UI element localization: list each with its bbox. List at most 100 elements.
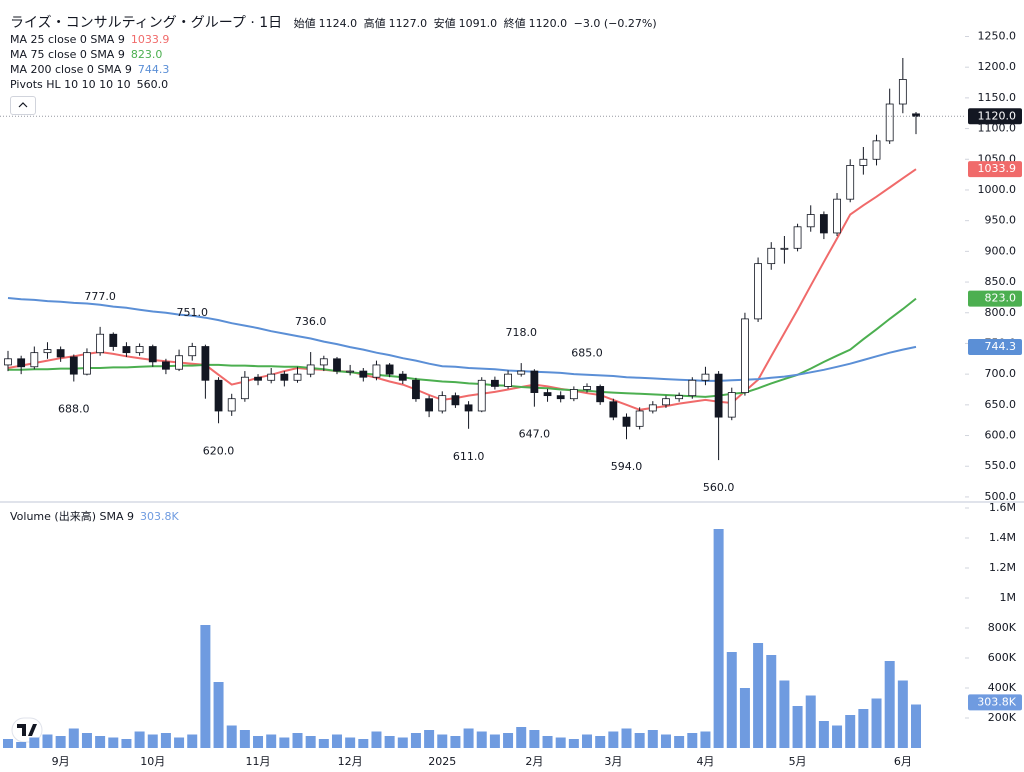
candle-body <box>504 373 512 387</box>
volume-bar <box>42 734 53 748</box>
header: ライズ・コンサルティング・グループ · 1日 始値 1124.0 高値 1127.0… <box>10 12 660 32</box>
y-tick-label: 1150.0 <box>978 91 1017 104</box>
volume-bar <box>29 737 40 748</box>
volume-bar <box>476 731 487 748</box>
legend-value: 560.0 <box>136 78 169 91</box>
volume-sma-badge <box>968 694 1022 711</box>
candle-body <box>727 392 736 418</box>
candle-body <box>398 373 407 381</box>
x-tick-label: 3月 <box>604 755 622 768</box>
candle-body <box>385 364 394 375</box>
legend-name: Volume (出来高) SMA 9 <box>10 510 134 523</box>
candle-body <box>806 214 815 228</box>
volume-tick-label: 1.2M <box>989 561 1016 574</box>
volume-bar <box>266 734 277 748</box>
pivot-high-label: 718.0 <box>505 326 537 339</box>
volume-bar <box>766 655 777 748</box>
volume-tick-label: 400K <box>988 681 1017 694</box>
candle-body <box>754 263 762 320</box>
pivot-high-label: 736.0 <box>295 315 327 328</box>
x-tick-label: 4月 <box>696 755 714 768</box>
volume-tick-label: 800K <box>988 621 1017 634</box>
high-label: 1127.0 <box>388 17 428 30</box>
x-tick-label: 11月 <box>246 755 271 768</box>
volume-bar <box>226 725 237 748</box>
volume-bar <box>121 739 132 748</box>
pivot-low-label: 688.0 <box>58 403 90 416</box>
candle-body <box>741 318 749 393</box>
candle-body <box>451 395 460 406</box>
volume-bar <box>16 742 27 748</box>
candle-body <box>372 364 381 378</box>
volume-tick-label: 200K <box>988 711 1017 724</box>
candle-body <box>175 355 183 370</box>
candle-body <box>635 410 644 427</box>
candle-body <box>596 386 605 403</box>
volume-bar <box>660 734 671 748</box>
candle-body <box>83 352 91 375</box>
candle-body <box>227 398 236 412</box>
volume-bar <box>174 737 185 748</box>
volume-bar <box>621 728 632 748</box>
volume-bar <box>463 728 474 748</box>
volume-bar <box>371 731 382 748</box>
volume-bar <box>81 733 92 748</box>
volume-bar <box>147 734 158 748</box>
candle-body <box>819 214 828 234</box>
pivot-high-label: 751.0 <box>176 306 208 319</box>
volume-bar <box>68 728 79 748</box>
y-tick-label: 950.0 <box>985 214 1017 227</box>
volume-bar <box>805 695 816 748</box>
ma-badge-label: 744.3 <box>985 340 1017 353</box>
volume-bar <box>555 737 566 748</box>
candle-body <box>490 379 499 387</box>
candle-body <box>517 370 526 375</box>
legend-name: MA 75 close 0 SMA 9 <box>10 48 125 61</box>
ma-line <box>8 297 917 398</box>
x-tick-label: 9月 <box>52 755 70 768</box>
candle-body <box>425 398 434 412</box>
pivot-low-label: 647.0 <box>519 428 551 441</box>
candle-body <box>898 79 907 105</box>
candle-body <box>359 370 368 378</box>
volume-bar <box>753 643 764 748</box>
candle-body <box>701 373 710 381</box>
volume-bar <box>779 680 790 748</box>
candle-body <box>464 404 473 412</box>
candle-body <box>43 349 52 354</box>
x-tick-label: 2025 <box>428 755 456 768</box>
volume-bar <box>292 733 303 748</box>
volume-bar <box>542 736 553 748</box>
candle-body <box>438 395 447 412</box>
volume-sma-badge-label: 303.8K <box>977 695 1016 708</box>
y-tick-label: 1000.0 <box>978 183 1017 196</box>
y-tick-label: 550.0 <box>985 459 1017 472</box>
volume-bar <box>239 730 250 748</box>
volume-bar <box>884 661 895 748</box>
volume-bar <box>792 706 803 748</box>
candle-body <box>569 389 578 400</box>
volume-bar <box>503 733 514 748</box>
x-tick-label: 12月 <box>338 755 363 768</box>
candle-body <box>530 370 539 393</box>
ma-badge <box>968 338 1022 355</box>
candle-body <box>122 346 131 354</box>
candle-body <box>214 379 223 412</box>
candle-body <box>293 373 302 381</box>
candle-body <box>319 358 328 366</box>
candle-body <box>162 361 170 370</box>
candle-body <box>675 395 684 400</box>
volume-bar <box>489 734 500 748</box>
y-tick-label: 700.0 <box>985 367 1017 380</box>
pivot-low-label: 594.0 <box>611 460 643 473</box>
pivot-low-label: 611.0 <box>453 450 485 463</box>
collapse-button[interactable] <box>10 96 36 115</box>
candle-body <box>280 373 289 381</box>
volume-bar <box>529 730 540 748</box>
volume-bar <box>674 736 685 748</box>
candle-body <box>333 358 341 372</box>
legend-value: 823.0 <box>130 48 163 61</box>
candle-body <box>306 364 315 375</box>
ma-line <box>7 168 917 411</box>
volume-bar <box>160 733 171 748</box>
